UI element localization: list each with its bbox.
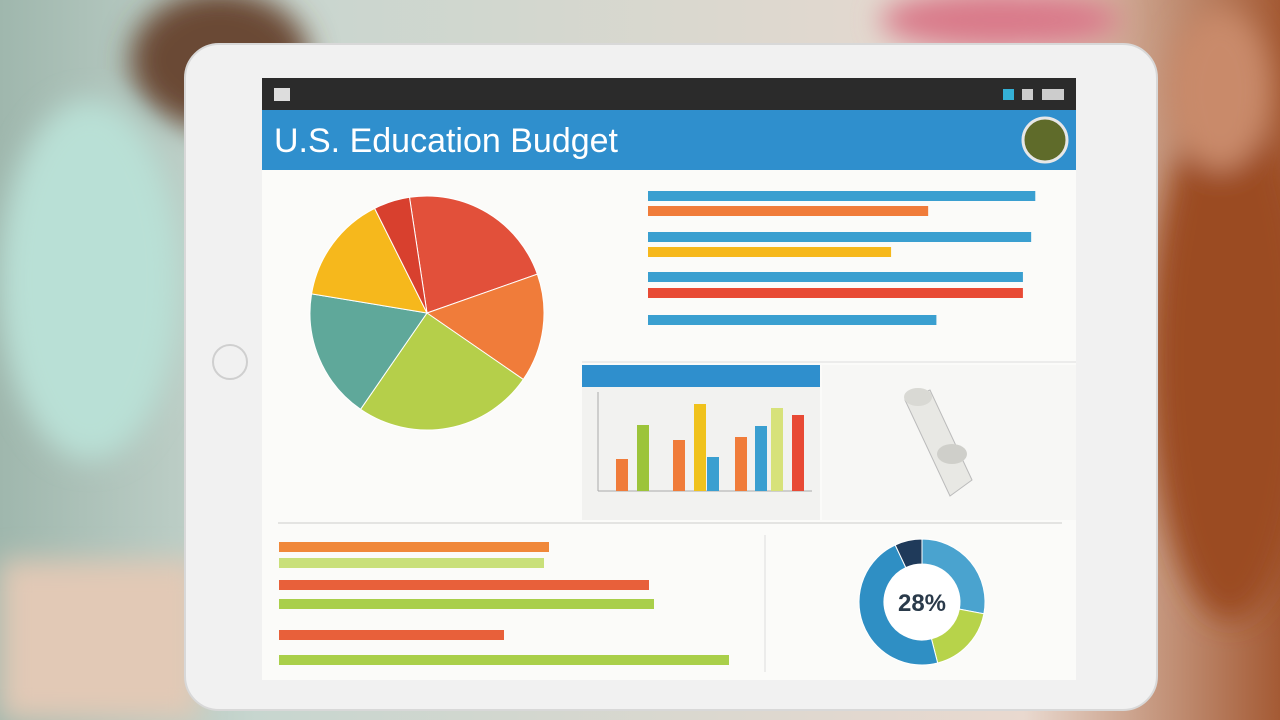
avatar[interactable] — [1021, 116, 1069, 164]
bar — [792, 415, 804, 491]
bar — [648, 232, 1032, 242]
bar — [648, 191, 1036, 201]
panel-header — [582, 365, 820, 387]
bar — [673, 440, 685, 491]
donut-label: 28% — [898, 590, 946, 617]
pie-slice — [425, 273, 545, 381]
bar — [771, 408, 783, 491]
menu-icon[interactable] — [274, 88, 290, 101]
pie-slice — [309, 293, 428, 410]
bar — [279, 599, 654, 609]
bar — [735, 437, 747, 491]
donut-segment — [858, 544, 939, 666]
pie-slice — [310, 207, 428, 314]
status-icon — [1042, 89, 1064, 100]
pie-slice — [408, 195, 538, 314]
bar — [279, 558, 544, 568]
pie-slice — [359, 312, 524, 431]
bar — [755, 426, 767, 491]
bar — [648, 206, 929, 216]
marker-illustration — [904, 388, 973, 497]
bar — [279, 630, 504, 640]
bar — [637, 425, 649, 491]
bar — [707, 457, 719, 491]
bar — [648, 288, 1023, 298]
bar — [648, 247, 892, 257]
status-icon — [1022, 89, 1033, 100]
bar — [279, 655, 729, 665]
bar — [648, 272, 1023, 282]
bar — [279, 580, 649, 590]
bar — [279, 542, 549, 552]
bar — [616, 459, 628, 491]
pie-slice — [373, 196, 428, 314]
donut-segment — [894, 538, 923, 569]
home-button[interactable] — [212, 344, 248, 380]
header — [262, 110, 1076, 170]
bar — [694, 404, 706, 491]
bar — [648, 315, 937, 325]
top-bar — [262, 78, 1076, 110]
title: U.S. Education Budget — [274, 122, 619, 160]
status-icon — [1003, 89, 1014, 100]
donut-hole — [884, 564, 960, 640]
